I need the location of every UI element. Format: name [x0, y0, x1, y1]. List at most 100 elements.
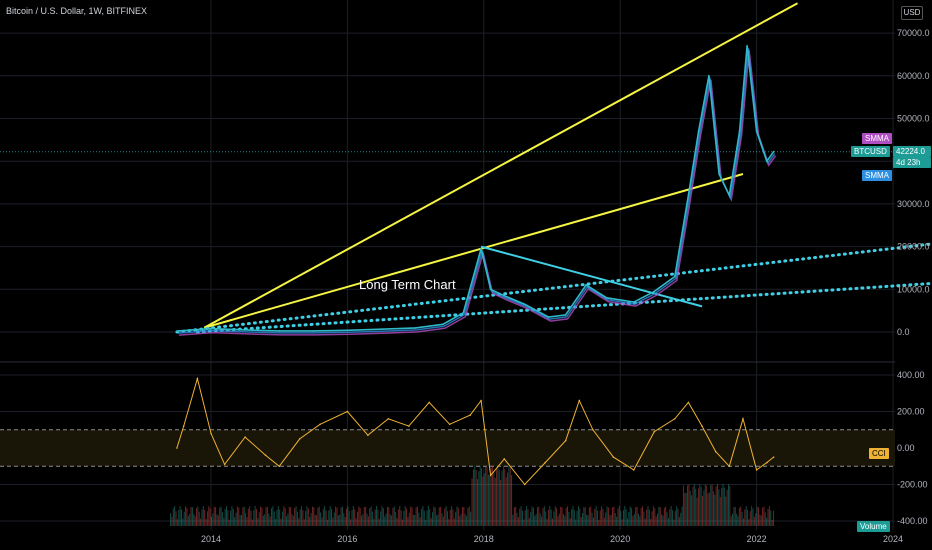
volume-bar	[172, 508, 174, 526]
volume-bar	[702, 495, 704, 526]
volume-bar	[528, 518, 530, 526]
x-tick-label: 2022	[747, 534, 767, 544]
volume-bar	[519, 508, 521, 526]
volume-bar	[355, 518, 357, 526]
volume-bar	[212, 513, 214, 526]
volume-bar	[762, 507, 764, 526]
volume-bar	[333, 512, 335, 526]
volume-bar	[478, 471, 480, 526]
volume-bar	[577, 506, 579, 526]
volume-bar	[509, 467, 511, 526]
volume-bar	[692, 486, 694, 526]
volume-bar	[610, 514, 612, 526]
volume-bar	[276, 509, 278, 526]
volume-bar	[269, 516, 271, 526]
volume-bar	[208, 506, 210, 526]
currency-badge[interactable]: USD	[901, 6, 923, 20]
cci-point	[503, 458, 506, 460]
volume-bar	[320, 512, 322, 526]
volume-bar	[745, 506, 747, 526]
volume-bar	[459, 516, 461, 526]
volume-bar	[586, 514, 588, 526]
volume-bar	[291, 513, 293, 526]
volume-bar	[191, 506, 193, 526]
volume-bar	[235, 512, 237, 526]
volume-bar	[513, 507, 515, 526]
volume-bar	[242, 507, 244, 526]
volume-bar	[408, 512, 410, 526]
volume-bar	[464, 513, 466, 526]
volume-bar	[605, 512, 607, 526]
volume-tag: Volume	[857, 521, 890, 532]
cci-point	[612, 456, 615, 458]
volume-bar	[257, 517, 259, 526]
volume-bars	[170, 466, 774, 526]
volume-bar	[763, 506, 765, 526]
volume-bar	[279, 509, 281, 526]
volume-bar	[171, 516, 173, 526]
volume-bar	[639, 516, 641, 526]
volume-bar	[501, 470, 503, 526]
x-axis: 201420162018202020222024202620282030Aug	[201, 534, 903, 544]
volume-bar	[343, 513, 345, 526]
trendline-dotted-cyan	[195, 281, 932, 334]
volume-bar	[523, 519, 525, 526]
trendlines[interactable]	[175, 2, 932, 334]
volume-bar	[335, 506, 337, 526]
volume-bar	[332, 517, 334, 526]
volume-bar	[209, 508, 211, 526]
price-axis[interactable]: 70000.060000.050000.040000.030000.020000…	[897, 28, 930, 337]
volume-bar	[224, 509, 226, 526]
volume-bar	[491, 466, 493, 526]
volume-bar	[535, 514, 537, 526]
cci-point	[319, 423, 321, 426]
volume-bar	[542, 508, 544, 526]
chart-annotation[interactable]: Long Term Chart	[359, 277, 456, 292]
cci-point	[578, 399, 581, 402]
volume-bar	[770, 510, 772, 526]
volume-bar	[265, 507, 267, 526]
volume-bar	[631, 507, 633, 526]
volume-bar	[606, 506, 608, 526]
price-point	[653, 290, 656, 293]
price-point	[585, 284, 587, 286]
price-point	[480, 247, 482, 250]
volume-bar	[254, 506, 256, 526]
volume-bar	[272, 506, 274, 526]
volume-bar	[434, 507, 436, 526]
volume-bar	[245, 512, 247, 526]
volume-bar	[476, 479, 478, 526]
volume-bar	[718, 489, 720, 526]
volume-bar	[526, 506, 528, 526]
volume-bar	[425, 519, 427, 526]
volume-bar	[730, 516, 732, 526]
volume-bar	[448, 519, 450, 526]
volume-bar	[436, 515, 438, 526]
volume-bar	[336, 507, 338, 526]
volume-bar	[472, 469, 474, 526]
volume-bar	[708, 492, 710, 526]
smma-bottom-tag: SMMA	[862, 170, 892, 181]
volume-bar	[647, 506, 649, 526]
volume-bar	[305, 511, 307, 526]
volume-bar	[531, 506, 533, 526]
volume-bar	[644, 518, 646, 526]
volume-bar	[298, 518, 300, 526]
volume-bar	[601, 506, 603, 526]
volume-bar	[706, 485, 708, 526]
price-point	[523, 303, 526, 306]
cci-axis[interactable]: 400.00 200.00 0.00 -200.00 -400.00	[897, 370, 928, 526]
volume-bar	[737, 516, 739, 526]
volume-bar	[321, 517, 323, 526]
volume-bar	[452, 509, 454, 526]
volume-bar	[348, 511, 350, 526]
symbol-title[interactable]: Bitcoin / U.S. Dollar, 1W, BITFINEX	[6, 6, 148, 16]
grid	[0, 0, 895, 530]
price-point	[718, 173, 720, 175]
volume-bar	[363, 507, 365, 526]
volume-bar	[575, 519, 577, 526]
trendline-solid-yellow	[203, 2, 798, 329]
volume-bar	[238, 507, 240, 526]
volume-bar	[573, 510, 575, 526]
